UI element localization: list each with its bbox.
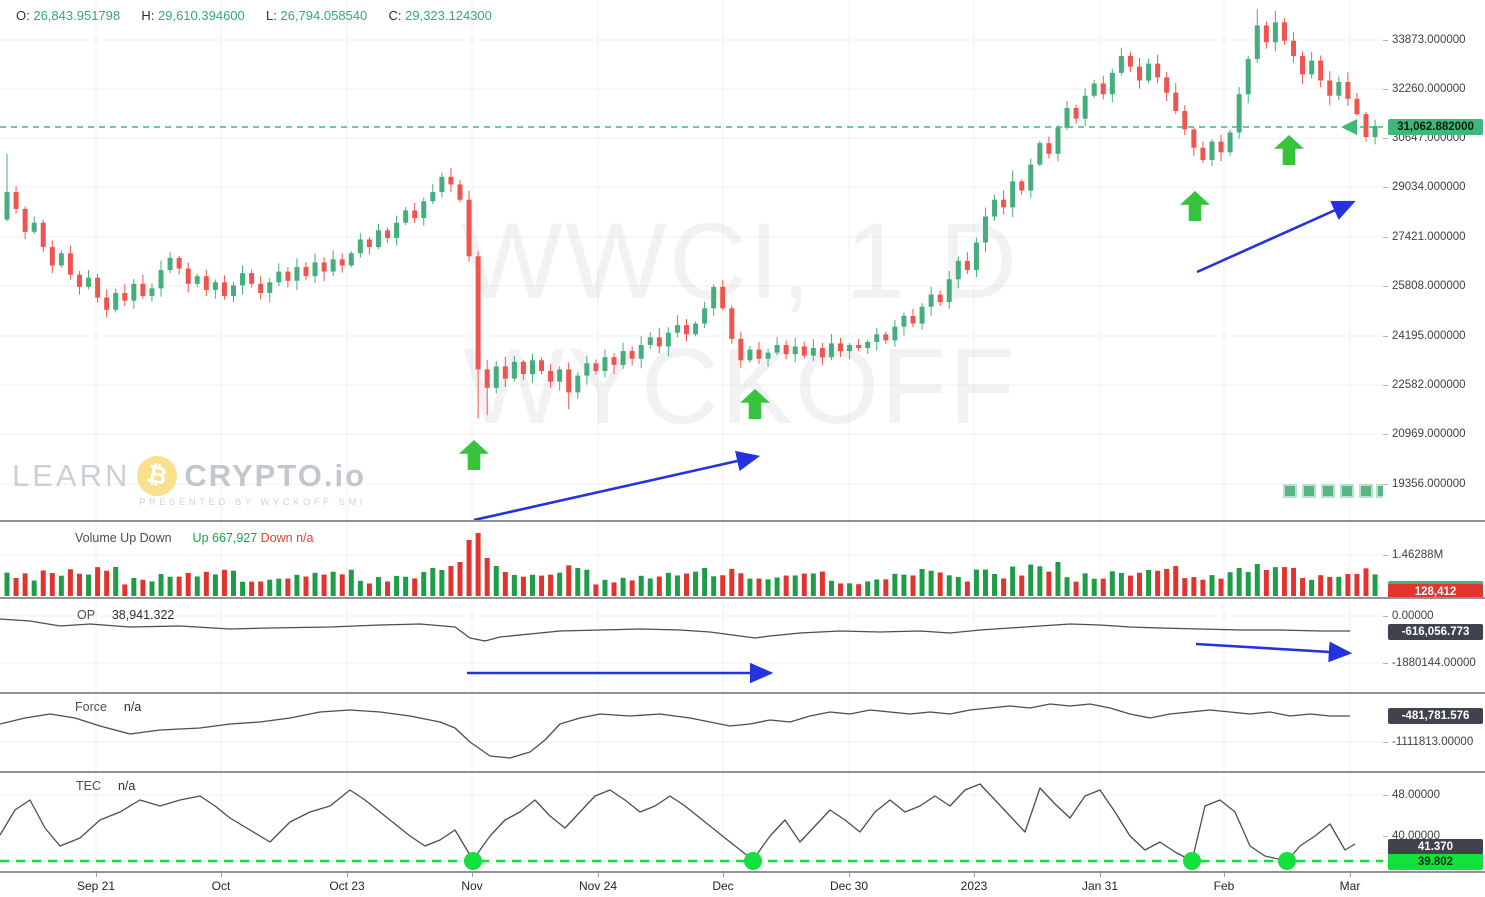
time-axis-label: Nov [461,879,483,893]
time-tick [598,873,599,877]
time-tick [849,873,850,877]
op-value: 38,941.322 [111,608,175,622]
volume-up-value: Up 667,927 [192,531,258,545]
volume-down-value: Down n/a [260,531,314,545]
axis-value-label: 0.00000 [1383,609,1434,623]
op-title: OP [77,608,95,622]
panel-divider[interactable] [0,520,1485,522]
time-axis-label: Jan 31 [1081,879,1119,893]
tec-panel-canvas[interactable] [0,773,1383,871]
volume-title: Volume Up Down [75,531,172,545]
axis-value-label: 32260.000000 [1383,82,1466,96]
time-axis-label: Oct [211,879,231,893]
logo-tagline: PRESENTED BY WYCKOFF SMI [139,497,367,508]
ohlc-close-label: C: [388,8,402,23]
time-tick [347,873,348,877]
time-tick [974,873,975,877]
time-tick [723,873,724,877]
axis-value-label: 30647.000000 [1383,131,1466,145]
volume-panel-canvas[interactable] [0,521,1383,597]
time-axis-label: Sep 21 [76,879,116,893]
time-axis-label: Oct 23 [329,879,365,893]
panel-divider[interactable] [0,597,1485,599]
axis-value-label: 25808.000000 [1383,279,1466,293]
axis-value-label: -1111813.00000 [1383,735,1473,749]
ohlc-close-value: 29,323.124300 [405,8,492,23]
time-scale[interactable]: Sep 21 Oct Oct 23 Nov Nov 24 Dec Dec 30 2023 Jan… [0,873,1485,897]
time-axis-label: Nov 24 [578,879,618,893]
time-tick [1350,873,1351,877]
ohlc-high-value: 29,610.394600 [158,8,245,23]
panel-divider[interactable] [0,692,1485,694]
learncrypto-logo: LEARN ₿ CRYPTO.io PRESENTED BY WYCKOFF S… [12,452,367,508]
axis-value-label: 24195.000000 [1383,329,1466,343]
ohlc-open-value: 26,843.951798 [33,8,121,23]
time-tick [96,873,97,877]
ohlc-low-value: 26,794.058540 [280,8,368,23]
op-legend[interactable]: OP 38,941.322 [77,608,174,622]
panel-divider[interactable] [0,871,1485,873]
volume-badge: 128,412 [1388,584,1483,597]
last-price-badge: 31,062.882000 [1388,119,1483,135]
axis-value-label: 29034.000000 [1383,180,1466,194]
time-tick [221,873,222,877]
axis-value-label: 19356.000000 [1383,477,1466,491]
axis-value-label: 33873.000000 [1383,33,1466,47]
time-tick [1224,873,1225,877]
force-title: Force [75,700,107,714]
logo-crypto-text: CRYPTO.io [184,458,367,493]
op-badge: -616,056.773 [1388,624,1483,640]
logo-learn-text: LEARN [12,458,131,493]
grid-lines [0,0,1383,871]
time-axis-label: Dec 30 [829,879,869,893]
time-axis-label: Feb [1213,879,1235,893]
volume-badge-wrap: 128,412 [1383,581,1485,597]
tec-badge-lime: 39.802 [1388,854,1483,870]
axis-value-label: 27421.000000 [1383,230,1466,244]
axis-value-label: 1.46288M [1383,548,1443,562]
axis-value-label: 22582.000000 [1383,378,1466,392]
time-tick [1100,873,1101,877]
ohlc-open-label: O: [16,8,30,23]
axis-value-label: -1880144.00000 [1383,656,1476,670]
time-axis-label: 2023 [960,879,988,893]
ohlc-low-label: L: [266,8,277,23]
op-panel-canvas[interactable] [0,598,1383,692]
tec-badge-dark: 41.370 [1388,839,1483,855]
force-legend[interactable]: Force n/a [75,700,141,714]
price-scale[interactable]: 40.00000 48.00000 -1111813.00000 -1880144.0… [1383,0,1485,871]
force-value: n/a [123,700,142,714]
force-badge: -481,781.576 [1388,708,1483,724]
axis-value-label: 20969.000000 [1383,427,1466,441]
time-axis-label: Mar [1339,879,1361,893]
time-axis-label: Dec [712,879,734,893]
candlestick-chart-canvas[interactable] [0,0,1383,520]
volume-legend[interactable]: Volume Up Down Up 667,927 Down n/a [75,531,313,545]
bitcoin-icon: ₿ [133,452,182,500]
ohlc-legend: O: 26,843.951798 H: 29,610.394600 L: 26,… [16,8,492,23]
time-tick [472,873,473,877]
tec-legend[interactable]: TEC n/a [76,779,135,793]
force-panel-canvas[interactable] [0,694,1383,771]
panel-divider[interactable] [0,771,1485,773]
tec-title: TEC [76,779,101,793]
ohlc-high-label: H: [141,8,155,23]
tec-value: n/a [117,779,136,793]
axis-value-label: 48.00000 [1383,788,1440,802]
